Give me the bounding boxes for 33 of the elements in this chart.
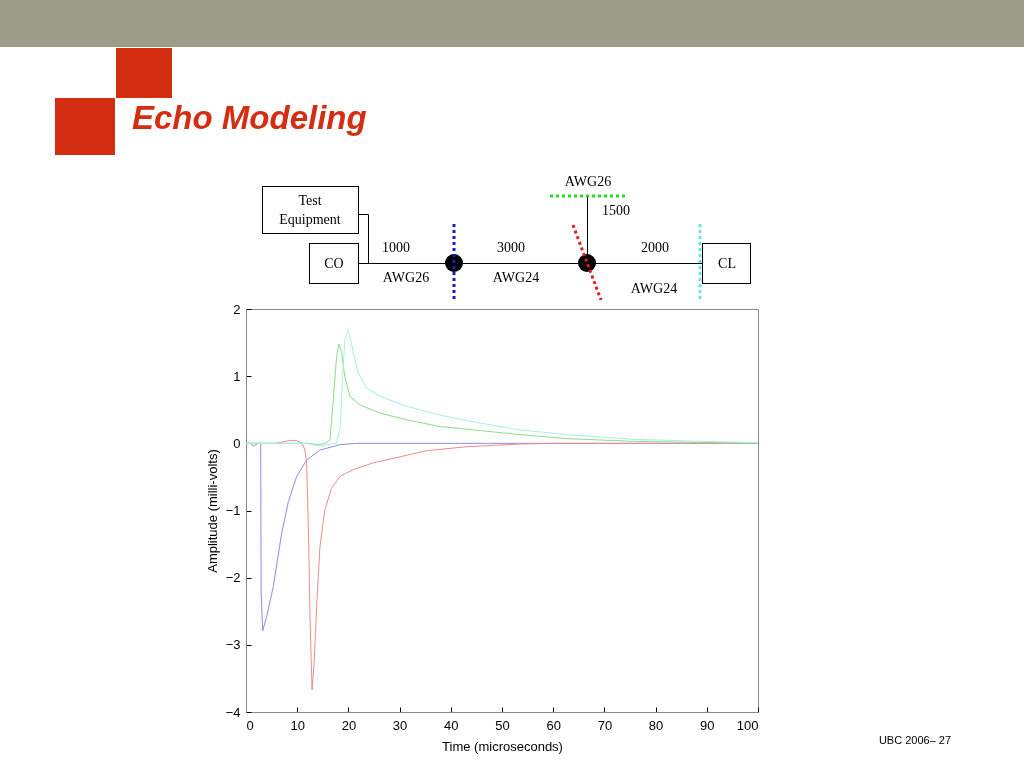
y-tick-label: −4 — [225, 704, 241, 720]
text: 2000 — [641, 238, 669, 257]
x-tick-label: 20 — [341, 717, 357, 733]
y-tick-label: −3 — [225, 637, 241, 653]
text: UBC 2006– 27 — [878, 732, 952, 748]
x-tick-label: 80 — [648, 717, 664, 733]
x-tick-label: 70 — [597, 717, 613, 733]
text: Test Equipment — [278, 192, 342, 229]
x-tick-label: 100 — [736, 717, 759, 733]
chart-title: Echo Modeling — [132, 99, 367, 137]
y-tick-label: 0 — [233, 435, 241, 451]
y-tick-label: 1 — [233, 368, 241, 384]
text: 3000 — [497, 238, 525, 257]
text: AWG26 — [564, 172, 612, 191]
x-tick-label: 10 — [290, 717, 305, 733]
text: 1000 — [382, 238, 410, 257]
x-tick-label: 50 — [495, 717, 510, 733]
text: AWG24 — [630, 279, 678, 298]
text: CO — [324, 254, 344, 273]
x-axis-title: Time (microseconds) — [442, 738, 563, 754]
x-tick-label: 90 — [700, 717, 715, 733]
y-axis-title: Amplitude (milli-volts) — [204, 449, 220, 573]
x-tick-label: 0 — [246, 717, 254, 733]
x-tick-label: 40 — [444, 717, 459, 733]
x-tick-label: 60 — [546, 717, 561, 733]
y-tick-label: 2 — [233, 301, 241, 317]
text: AWG24 — [492, 268, 540, 287]
text: CL — [718, 254, 736, 273]
text: 1500 — [602, 201, 630, 220]
text: AWG26 — [382, 268, 430, 287]
y-tick-label: −1 — [225, 503, 241, 518]
y-tick-label: −2 — [225, 570, 241, 586]
x-tick-label: 30 — [392, 717, 408, 733]
